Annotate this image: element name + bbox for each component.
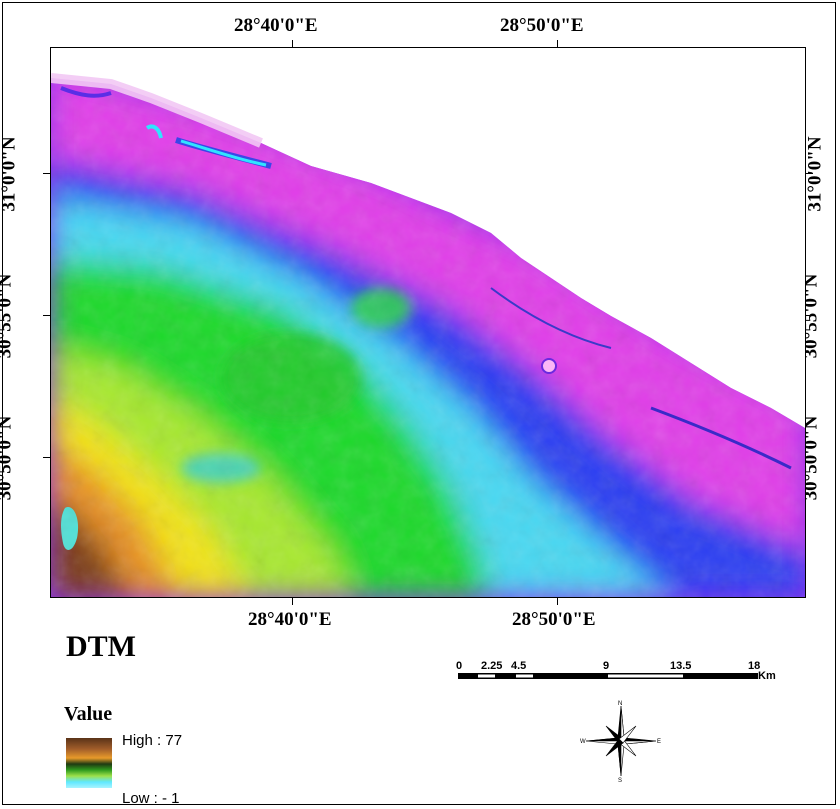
left-lat-label-2: 30°55'0"N [0,273,16,359]
right-lat-label-1: 31°0'0"N [804,136,826,212]
dtm-map-area[interactable] [50,47,806,598]
right-tick-3 [806,457,813,458]
top-tick-1 [292,40,293,47]
elevation-color-ramp [66,738,112,788]
scale-tick-0: 0 [456,660,462,672]
bottom-lon-label-1: 28°40'0"E [248,609,332,630]
scale-tick-2: 4.5 [511,660,526,672]
east-label: E [657,739,661,745]
scale-tick-3: 9 [603,660,609,672]
west-label: W [580,739,586,745]
scale-tick-1: 2.25 [481,660,502,672]
legend-high-label: High : 77 [122,732,183,749]
left-tick-3 [43,457,50,458]
top-tick-2 [557,40,558,47]
compass-rose-icon: N S W E [580,700,662,784]
left-tick-1 [43,173,50,174]
bottom-tick-2 [557,598,558,605]
right-tick-2 [806,315,813,316]
scale-unit: Km [758,670,776,682]
dtm-raster [51,48,805,597]
top-lon-label-2: 28°50'0"E [500,15,584,36]
scale-tick-5: 18 [748,660,760,672]
top-lon-label-1: 28°40'0"E [234,15,318,36]
left-tick-2 [43,315,50,316]
legend-subtitle: Value [64,703,113,725]
north-label: N [618,701,622,707]
legend-title: DTM [66,630,136,663]
right-tick-1 [806,173,813,174]
bottom-tick-1 [292,598,293,605]
scale-bar: 0 2.25 4.5 9 13.5 18 Km [456,657,786,697]
left-lat-label-3: 30°50'0"N [0,415,16,501]
bottom-lon-label-2: 28°50'0"E [512,609,596,630]
scale-tick-4: 13.5 [670,660,691,672]
left-lat-label-1: 31°0'0"N [0,136,20,212]
legend-low-label: Low : - 1 [122,790,180,807]
south-label: S [618,778,622,782]
